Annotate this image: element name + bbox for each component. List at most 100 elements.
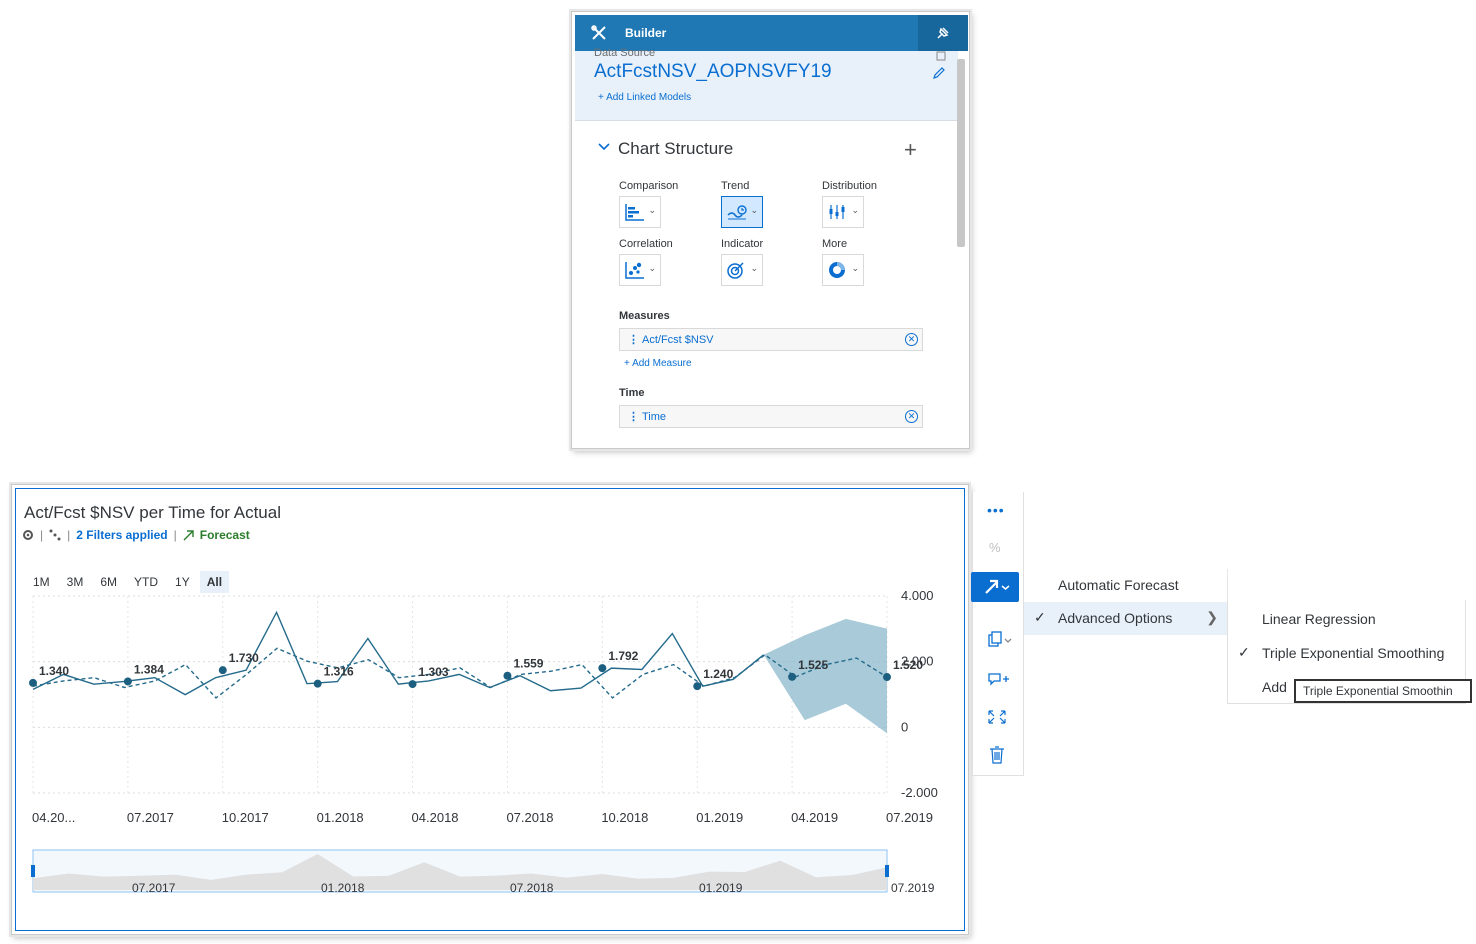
x-tick-label: 10.2017 <box>222 810 269 825</box>
drag-handle-icon[interactable]: ⋮ <box>628 334 639 346</box>
tools-icon <box>591 25 607 41</box>
remove-measure-icon[interactable]: ✕ <box>905 333 918 346</box>
copy-button[interactable] <box>973 625 1025 657</box>
add-measure-label: Add Measure <box>632 358 692 369</box>
scrollbar[interactable] <box>957 59 965 247</box>
delete-button[interactable] <box>973 740 1025 772</box>
time-label: Time <box>619 387 645 399</box>
check-icon: ✓ <box>1238 644 1250 660</box>
more-chart-types-button[interactable]: ⌄ <box>822 254 864 286</box>
range-3m-button[interactable]: 3M <box>66 575 84 589</box>
data-source-section: Data Source ActFcstNSV_AOPNSVFY19 + Add … <box>575 47 958 121</box>
more-label: More <box>822 238 848 250</box>
fullscreen-button[interactable] <box>973 702 1025 734</box>
data-label: 1.792 <box>608 649 638 663</box>
range-all-button[interactable]: All <box>199 571 230 593</box>
trend-button[interactable]: ⌄ <box>721 196 763 228</box>
trend-icon <box>727 205 747 220</box>
range-slider-area <box>33 854 887 890</box>
linear-regression-item[interactable]: Linear Regression <box>1228 600 1465 634</box>
trend-label: Trend <box>721 180 750 192</box>
data-label: 1.525 <box>798 658 828 672</box>
filters-applied-link[interactable]: 2 Filters applied <box>76 528 168 542</box>
data-point <box>313 679 322 688</box>
chart-toolbar: ••• % <box>971 492 1025 776</box>
target-icon <box>727 262 744 279</box>
drag-handle-icon[interactable]: ⋮ <box>628 411 639 423</box>
data-point <box>883 673 891 682</box>
pin-icon <box>937 27 949 39</box>
hierarchy-icon[interactable] <box>49 529 61 541</box>
chart-title: Act/Fcst $NSV per Time for Actual <box>24 503 281 522</box>
data-source-label: Data Source <box>594 47 656 59</box>
add-linked-models-label: Add Linked Models <box>606 92 692 103</box>
separator: | <box>173 528 177 542</box>
add-item[interactable]: Add <box>1228 668 1465 702</box>
forecast-band <box>763 618 887 734</box>
data-label: 1.340 <box>39 664 69 678</box>
comment-button[interactable] <box>973 664 1025 696</box>
data-label: 1.559 <box>513 657 543 671</box>
distribution-button[interactable]: ⌄ <box>822 196 864 228</box>
measure-field[interactable]: ⋮ Act/Fcst $NSV ✕ <box>619 328 923 351</box>
comparison-button[interactable]: ⌄ <box>619 196 661 228</box>
scatter-icon <box>625 262 644 279</box>
indicator-button[interactable]: ⌄ <box>721 254 763 286</box>
automatic-forecast-item[interactable]: Automatic Forecast <box>1024 569 1228 602</box>
data-label: 1.316 <box>324 665 354 679</box>
time-field[interactable]: ⋮ Time ✕ <box>619 405 923 428</box>
range-handle-left <box>31 865 35 877</box>
remove-time-icon[interactable]: ✕ <box>905 410 918 423</box>
range-ytd-button[interactable]: YTD <box>134 575 159 589</box>
forecast-menu: Automatic Forecast ✓ Advanced Options ❯ <box>1024 569 1228 635</box>
slider-label: 07.2019 <box>891 881 935 895</box>
slider-label: 01.2019 <box>699 881 743 895</box>
range-1y-button[interactable]: 1Y <box>175 575 190 589</box>
triple-exponential-smoothing-item[interactable]: ✓ Triple Exponential Smoothing <box>1228 634 1465 668</box>
time-value: Time <box>642 411 667 423</box>
edit-icon[interactable] <box>932 66 946 80</box>
more-icon[interactable]: ••• <box>987 502 1005 518</box>
x-tick-label: 04.2018 <box>412 810 459 825</box>
y-tick-label: 0 <box>901 719 908 734</box>
range-1m-button[interactable]: 1M <box>33 575 50 589</box>
forecast-line <box>32 647 888 699</box>
chart-card[interactable]: Act/Fcst $NSV per Time for Actual | | 2 … <box>11 484 969 935</box>
chevron-down-icon[interactable] <box>598 143 610 151</box>
pin-button[interactable] <box>918 15 968 51</box>
data-label: 1.384 <box>134 662 164 676</box>
data-source-name[interactable]: ActFcstNSV_AOPNSVFY19 <box>594 61 832 82</box>
add-icon[interactable]: + <box>904 137 917 162</box>
data-label: 1.520 <box>893 658 923 672</box>
slider-label: 01.2018 <box>321 881 365 895</box>
x-tick-label: 07.2017 <box>127 810 174 825</box>
add-measure-link[interactable]: + Add Measure <box>624 358 692 369</box>
indicator-label: Indicator <box>721 238 764 250</box>
bar-chart-icon <box>625 204 644 221</box>
data-label: 1.730 <box>229 651 259 665</box>
copy-icon[interactable] <box>934 51 948 61</box>
chart-selection-border <box>15 488 965 931</box>
data-point <box>693 682 702 691</box>
forecast-icon <box>985 579 1010 594</box>
donut-icon <box>829 262 845 278</box>
measure-value: Act/Fcst $NSV <box>642 334 714 346</box>
correlation-button[interactable]: ⌄ <box>619 254 661 286</box>
add-label: Add <box>1262 679 1287 695</box>
builder-panel: Builder Data Source ActFcstNSV_AOPNSVFY1… <box>571 11 970 449</box>
settings-icon[interactable] <box>22 529 34 541</box>
trend-chart[interactable]: 4.000 2.000 0 -2.000 04.20... 07.2017 10.2017 0… <box>12 485 970 936</box>
linear-regression-label: Linear Regression <box>1262 611 1376 627</box>
x-tick-label: 07.2018 <box>506 810 553 825</box>
slider-label: 07.2018 <box>510 881 554 895</box>
add-linked-models-link[interactable]: + Add Linked Models <box>598 92 692 103</box>
forecast-label[interactable]: Forecast <box>199 528 250 542</box>
range-6m-button[interactable]: 6M <box>100 575 118 589</box>
automatic-forecast-label: Automatic Forecast <box>1058 577 1179 593</box>
advanced-options-item[interactable]: ✓ Advanced Options ❯ <box>1024 602 1228 635</box>
x-tick-label: 04.2019 <box>791 810 838 825</box>
forecast-button[interactable] <box>971 572 1019 602</box>
advanced-options-label: Advanced Options <box>1058 610 1173 626</box>
x-tick-label: 04.20... <box>32 810 75 825</box>
slider-label: 07.2017 <box>132 881 176 895</box>
